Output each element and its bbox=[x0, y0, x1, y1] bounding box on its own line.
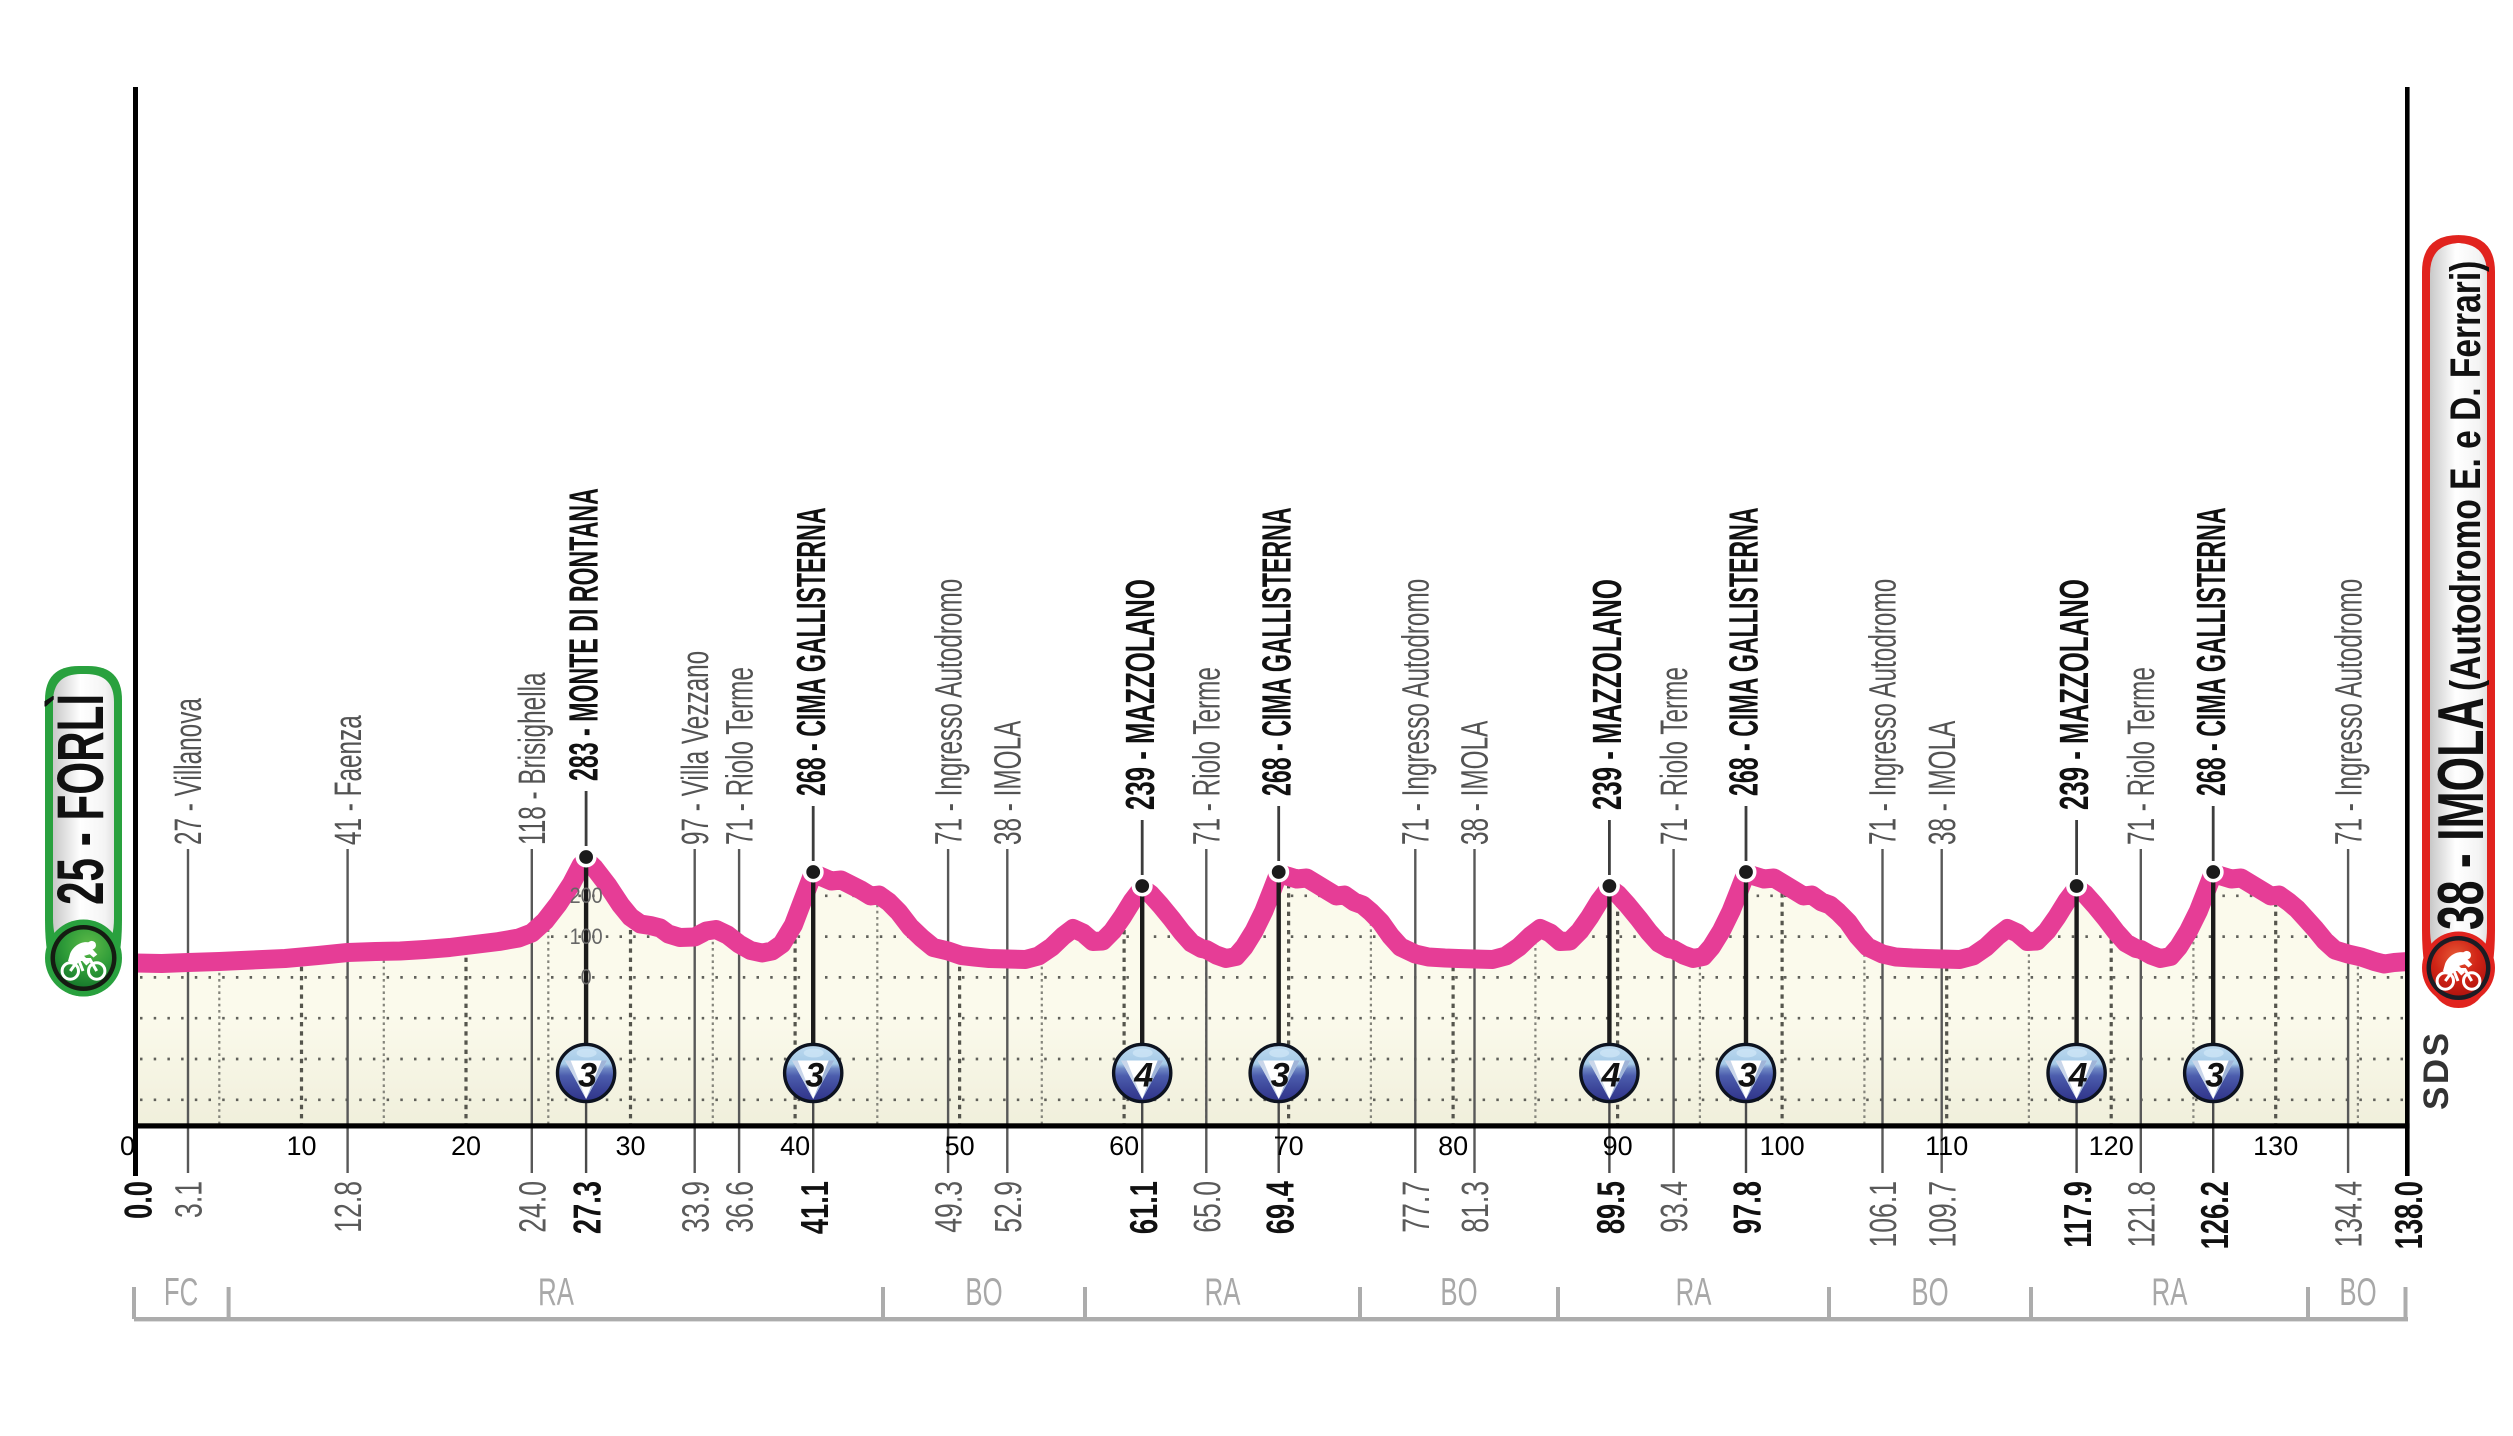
svg-text:134.4: 134.4 bbox=[2327, 1181, 2370, 1248]
svg-text:40: 40 bbox=[780, 1131, 810, 1161]
svg-text:239 - MAZZOLANO: 239 - MAZZOLANO bbox=[1585, 579, 1630, 810]
svg-text:38 - IMOLA: 38 - IMOLA bbox=[1920, 720, 1963, 845]
svg-text:69.4: 69.4 bbox=[1260, 1181, 1303, 1234]
svg-text:200: 200 bbox=[570, 884, 603, 908]
svg-text:0: 0 bbox=[581, 966, 592, 990]
svg-text:RA: RA bbox=[1205, 1271, 1241, 1315]
svg-text:97.8: 97.8 bbox=[1727, 1181, 1770, 1234]
svg-text:4: 4 bbox=[2068, 1057, 2088, 1095]
svg-text:77.7: 77.7 bbox=[1394, 1181, 1437, 1233]
svg-text:0.0: 0.0 bbox=[118, 1181, 161, 1219]
svg-text:90: 90 bbox=[1603, 1131, 1633, 1161]
svg-text:61.1: 61.1 bbox=[1123, 1181, 1166, 1234]
svg-text:71 - Riolo Terme: 71 - Riolo Terme bbox=[1652, 667, 1695, 845]
svg-text:71 - Ingresso Autodromo: 71 - Ingresso Autodromo bbox=[2327, 579, 2370, 845]
svg-text:71 - Ingresso Autodromo: 71 - Ingresso Autodromo bbox=[1861, 579, 1904, 845]
svg-text:38 - IMOLA: 38 - IMOLA bbox=[1453, 720, 1496, 845]
svg-text:BO: BO bbox=[2339, 1271, 2376, 1315]
svg-text:138.0: 138.0 bbox=[2388, 1181, 2431, 1249]
svg-text:4: 4 bbox=[1600, 1057, 1620, 1095]
svg-text:239 - MAZZOLANO: 239 - MAZZOLANO bbox=[2052, 579, 2097, 810]
svg-text:126.2: 126.2 bbox=[2194, 1181, 2237, 1249]
svg-text:130: 130 bbox=[2253, 1131, 2298, 1161]
svg-text:BO: BO bbox=[1911, 1271, 1948, 1315]
svg-text:268 - CIMA GALLISTERNA: 268 - CIMA GALLISTERNA bbox=[789, 507, 835, 796]
svg-text:100: 100 bbox=[570, 925, 603, 949]
svg-text:0: 0 bbox=[120, 1131, 135, 1161]
svg-text:3: 3 bbox=[2205, 1057, 2224, 1095]
svg-text:38 - IMOLA: 38 - IMOLA bbox=[986, 720, 1029, 845]
svg-text:38 - IMOLA: 38 - IMOLA bbox=[2425, 697, 2497, 930]
svg-text:106.1: 106.1 bbox=[1861, 1181, 1904, 1248]
svg-text:RA: RA bbox=[538, 1271, 574, 1315]
svg-text:71 - Riolo Terme: 71 - Riolo Terme bbox=[718, 667, 761, 845]
svg-text:117.9: 117.9 bbox=[2058, 1181, 2101, 1248]
svg-text:36.6: 36.6 bbox=[718, 1181, 761, 1233]
svg-text:100: 100 bbox=[1760, 1131, 1805, 1161]
svg-text:71 - Riolo Terme: 71 - Riolo Terme bbox=[1185, 667, 1228, 845]
svg-text:120: 120 bbox=[2089, 1131, 2134, 1161]
svg-text:10: 10 bbox=[286, 1131, 316, 1161]
svg-text:109.7: 109.7 bbox=[1921, 1181, 1964, 1248]
svg-text:268 - CIMA GALLISTERNA: 268 - CIMA GALLISTERNA bbox=[2189, 507, 2235, 796]
svg-text:121.8: 121.8 bbox=[2120, 1181, 2163, 1248]
svg-text:239 - MAZZOLANO: 239 - MAZZOLANO bbox=[1118, 579, 1163, 810]
svg-text:3: 3 bbox=[805, 1057, 824, 1095]
svg-text:89.5: 89.5 bbox=[1590, 1181, 1633, 1234]
svg-text:RA: RA bbox=[1676, 1271, 1712, 1315]
svg-text:268 - CIMA GALLISTERNA: 268 - CIMA GALLISTERNA bbox=[1255, 507, 1301, 796]
svg-text:49.3: 49.3 bbox=[927, 1181, 970, 1233]
svg-text:12.8: 12.8 bbox=[326, 1181, 369, 1233]
svg-text:268 - CIMA GALLISTERNA: 268 - CIMA GALLISTERNA bbox=[1722, 507, 1768, 796]
svg-text:SDS: SDS bbox=[2417, 1031, 2456, 1110]
svg-text:4: 4 bbox=[1133, 1057, 1153, 1095]
svg-text:3.1: 3.1 bbox=[167, 1181, 210, 1218]
svg-text:70: 70 bbox=[1274, 1131, 1304, 1161]
svg-text:FC: FC bbox=[164, 1271, 198, 1315]
svg-text:27.3: 27.3 bbox=[567, 1181, 610, 1234]
svg-text:93.4: 93.4 bbox=[1652, 1181, 1695, 1233]
svg-text:BO: BO bbox=[965, 1271, 1002, 1315]
svg-text:3: 3 bbox=[1738, 1057, 1757, 1095]
svg-text:27 - Villanova: 27 - Villanova bbox=[167, 698, 210, 845]
svg-text:41 - Faenza: 41 - Faenza bbox=[326, 715, 369, 845]
svg-text:97 - Villa Vezzano: 97 - Villa Vezzano bbox=[673, 651, 716, 845]
svg-text:(Autodromo E. e D. Ferrari): (Autodromo E. e D. Ferrari) bbox=[2442, 261, 2490, 691]
svg-text:110: 110 bbox=[1925, 1131, 1968, 1161]
svg-text:52.9: 52.9 bbox=[986, 1181, 1029, 1233]
svg-text:50: 50 bbox=[945, 1131, 975, 1161]
svg-text:71 - Ingresso Autodromo: 71 - Ingresso Autodromo bbox=[1394, 579, 1437, 845]
svg-text:20: 20 bbox=[451, 1131, 481, 1161]
svg-text:80: 80 bbox=[1438, 1131, 1468, 1161]
svg-text:3: 3 bbox=[1271, 1057, 1290, 1095]
svg-text:81.3: 81.3 bbox=[1453, 1181, 1496, 1233]
svg-text:118 - Brisighella: 118 - Brisighella bbox=[510, 672, 553, 845]
svg-text:33.9: 33.9 bbox=[674, 1181, 717, 1233]
svg-text:65.0: 65.0 bbox=[1185, 1181, 1228, 1233]
svg-text:60: 60 bbox=[1109, 1131, 1139, 1161]
svg-text:30: 30 bbox=[615, 1131, 645, 1161]
svg-text:RA: RA bbox=[2152, 1271, 2188, 1315]
svg-text:3: 3 bbox=[578, 1057, 597, 1095]
svg-text:71 - Riolo Terme: 71 - Riolo Terme bbox=[2119, 667, 2162, 845]
svg-text:41.1: 41.1 bbox=[794, 1181, 837, 1234]
svg-text:24.0: 24.0 bbox=[511, 1181, 554, 1233]
svg-text:71 - Ingresso Autodromo: 71 - Ingresso Autodromo bbox=[927, 579, 970, 845]
svg-text:283 - MONTE DI RONTANA: 283 - MONTE DI RONTANA bbox=[562, 488, 608, 781]
svg-text:25 - FORLÌ: 25 - FORLÌ bbox=[43, 694, 117, 905]
svg-text:BO: BO bbox=[1440, 1271, 1477, 1315]
